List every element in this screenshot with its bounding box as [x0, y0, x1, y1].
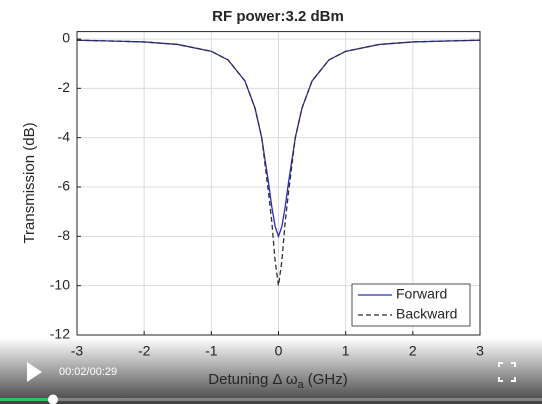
y-tick-label: -8	[58, 227, 71, 243]
legend: Forward Backward	[351, 283, 471, 327]
legend-label: Forward	[396, 286, 447, 302]
x-axis-label-unit: (GHz)	[308, 371, 348, 388]
y-tick-label: -4	[58, 128, 71, 144]
time-display: 00:02/00:29	[59, 366, 117, 378]
line-series	[76, 39, 481, 286]
x-axis-label: Detuning Δ ωa (GHz)	[208, 371, 347, 391]
progress-track[interactable]	[0, 398, 542, 401]
y-tick-label: -10	[50, 276, 70, 292]
chart-title: RF power:3.2 dBm	[212, 8, 344, 25]
x-axis-label-sub: a	[298, 379, 305, 391]
legend-box	[351, 283, 471, 327]
y-axis-label: Transmission (dB)	[21, 122, 38, 243]
x-axis-label-main: Detuning Δ ω	[208, 371, 298, 388]
play-button[interactable]	[27, 362, 42, 382]
y-tick-label: -12	[50, 326, 70, 342]
control-bar	[0, 338, 542, 404]
legend-label: Backward	[396, 306, 457, 322]
axes-box	[76, 31, 481, 336]
y-tick-label: -2	[58, 79, 71, 95]
y-tick-label: -6	[58, 178, 71, 194]
y-tick-label: 0	[62, 30, 70, 46]
progress-fill	[0, 398, 53, 401]
progress-knob[interactable]	[48, 394, 58, 404]
fullscreen-button[interactable]	[498, 362, 516, 382]
